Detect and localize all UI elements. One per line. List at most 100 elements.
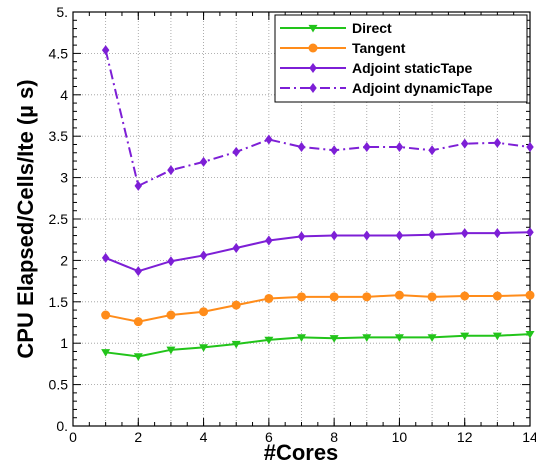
- data-point-adjoint-statictape: [330, 230, 338, 241]
- legend-marker: [309, 83, 317, 93]
- data-point-adjoint-statictape: [265, 235, 273, 246]
- data-point-direct: [362, 334, 372, 342]
- series-line-tangent: [105, 294, 531, 323]
- data-point-adjoint-statictape: [395, 230, 404, 241]
- data-point-direct: [199, 344, 209, 352]
- data-point-tangent: [362, 292, 372, 302]
- y-tick-label: 3: [60, 170, 68, 186]
- data-point-adjoint-dynamictape: [363, 141, 371, 152]
- x-axis-title: #Cores: [264, 440, 339, 465]
- data-point-direct: [394, 334, 404, 342]
- data-point-adjoint-statictape: [428, 229, 436, 240]
- y-tick-label: 2: [60, 252, 68, 268]
- data-point-tangent: [297, 292, 306, 302]
- series-adjoint-dynamictape: [101, 45, 534, 191]
- data-point-direct: [166, 346, 176, 355]
- data-point-adjoint-dynamictape: [101, 45, 110, 56]
- data-point-tangent: [101, 310, 111, 320]
- y-tick-label: 0.: [56, 418, 68, 434]
- y-tick-label: 4.5: [49, 45, 69, 61]
- data-point-direct: [329, 335, 339, 343]
- data-point-adjoint-dynamictape: [297, 141, 306, 152]
- data-point-adjoint-statictape: [167, 256, 175, 267]
- series-line-direct: [105, 333, 531, 358]
- data-point-tangent: [199, 307, 209, 317]
- data-point-tangent: [166, 310, 176, 320]
- y-tick-label: 4: [60, 87, 68, 103]
- series-lines: [101, 45, 535, 361]
- x-tick-label: 6: [265, 429, 273, 445]
- data-point-adjoint-statictape: [199, 250, 208, 261]
- series-tangent: [101, 290, 535, 327]
- y-tick-label: 1: [60, 335, 68, 351]
- data-point-tangent: [329, 292, 339, 302]
- data-point-direct: [264, 336, 274, 345]
- y-tick-label: 1.5: [49, 294, 69, 310]
- legend-item-adjoint-statictape: Adjoint staticTape: [280, 60, 473, 76]
- data-point-adjoint-dynamictape: [395, 141, 404, 152]
- data-point-tangent: [492, 291, 502, 301]
- data-point-direct: [427, 334, 437, 342]
- data-point-adjoint-dynamictape: [428, 145, 436, 156]
- data-point-adjoint-dynamictape: [199, 156, 208, 167]
- data-point-adjoint-statictape: [232, 242, 240, 253]
- data-point-tangent: [264, 293, 274, 303]
- y-tick-label: 0.5: [49, 377, 69, 393]
- y-tick-label: 3.5: [49, 128, 69, 144]
- data-point-direct: [133, 353, 143, 361]
- data-point-tangent: [394, 290, 404, 300]
- data-point-adjoint-statictape: [297, 231, 306, 242]
- legend-label: Tangent: [352, 40, 406, 56]
- data-point-adjoint-dynamictape: [134, 180, 143, 191]
- series-direct: [101, 330, 535, 361]
- x-axis-ticks: 0 2 4 6 8 10 12 14: [69, 12, 536, 445]
- y-axis-ticks: 0. 0.5 1 1.5 2 2.5 3 3.5 4 4.5 5.: [49, 4, 530, 434]
- data-point-tangent: [460, 291, 470, 301]
- y-tick-label: 5.: [56, 4, 68, 20]
- x-tick-label: 4: [200, 429, 208, 445]
- data-point-tangent: [133, 317, 143, 327]
- data-point-direct: [101, 349, 111, 357]
- data-point-adjoint-statictape: [493, 228, 502, 239]
- data-point-direct: [460, 332, 470, 341]
- data-point-adjoint-dynamictape: [167, 165, 175, 176]
- x-tick-label: 12: [457, 429, 473, 445]
- data-point-adjoint-statictape: [101, 252, 110, 263]
- data-point-direct: [231, 340, 241, 349]
- legend-item-tangent: Tangent: [280, 40, 406, 56]
- x-tick-label: 2: [134, 429, 142, 445]
- y-axis-title: CPU Elapsed/Cells/Ite (µ s): [13, 79, 38, 358]
- data-point-adjoint-statictape: [460, 228, 469, 239]
- data-point-adjoint-dynamictape: [330, 145, 338, 156]
- x-tick-label: 10: [392, 429, 408, 445]
- legend-box: [274, 14, 528, 103]
- legend-label: Adjoint staticTape: [352, 60, 473, 76]
- data-point-adjoint-dynamictape: [493, 137, 502, 148]
- series-adjoint-statictape: [101, 227, 534, 277]
- data-point-adjoint-statictape: [134, 266, 143, 277]
- series-line-adjoint-statictape: [105, 231, 531, 273]
- x-tick-label: 0: [69, 429, 77, 445]
- legend-marker: [308, 43, 318, 53]
- data-point-direct: [492, 332, 502, 341]
- legend: Direct Tangent Adjoint staticTape Adjoint d…: [274, 14, 528, 103]
- legend-item-adjoint-dynamictape: Adjoint dynamicTape: [280, 80, 493, 96]
- legend-item-direct: Direct: [280, 20, 392, 36]
- legend-marker: [308, 24, 318, 33]
- data-point-adjoint-statictape: [363, 230, 371, 241]
- data-point-direct: [297, 334, 306, 342]
- series-line-adjoint-dynamictape: [104, 49, 531, 188]
- x-tick-label: 8: [330, 429, 338, 445]
- y-tick-label: 2.5: [49, 211, 69, 227]
- data-point-tangent: [231, 300, 241, 310]
- data-point-adjoint-dynamictape: [265, 134, 273, 145]
- legend-label: Adjoint dynamicTape: [352, 80, 493, 96]
- data-point-adjoint-dynamictape: [526, 141, 534, 152]
- data-point-adjoint-statictape: [526, 227, 534, 238]
- data-point-direct: [525, 330, 535, 339]
- data-point-adjoint-dynamictape: [460, 138, 469, 149]
- data-point-tangent: [525, 290, 535, 300]
- data-point-adjoint-dynamictape: [232, 146, 240, 157]
